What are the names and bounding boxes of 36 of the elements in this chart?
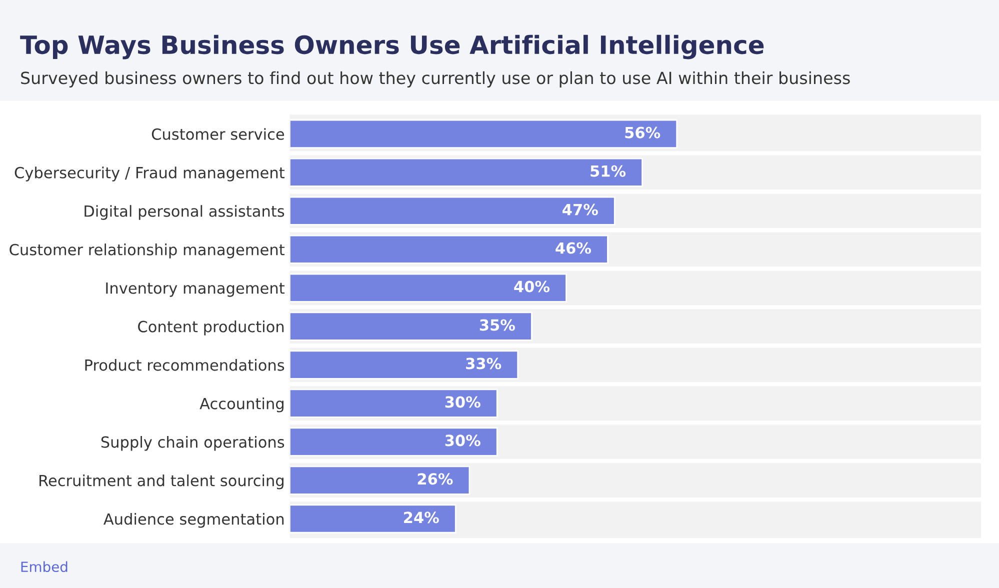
y-tick-label: Product recommendations <box>85 359 284 371</box>
bar <box>290 427 498 456</box>
y-tick-label: Customer service <box>152 128 284 140</box>
y-tick-label: Customer relationship management <box>10 244 284 258</box>
bar <box>290 388 498 418</box>
data-label: 30% <box>445 434 480 446</box>
y-tick-label: Digital personal assistants <box>84 205 284 220</box>
bar <box>290 158 643 187</box>
bar <box>290 466 470 495</box>
y-tick-label: Recruitment and talent sourcing <box>40 474 284 490</box>
data-label: 56% <box>625 126 660 138</box>
y-tick-label: Accounting <box>200 398 284 412</box>
y-tick-label: Supply chain operations <box>101 436 284 451</box>
chart-title: Top Ways Business Owners Use Artificial Intelligence <box>20 34 764 60</box>
bar <box>290 196 616 226</box>
bar <box>290 119 678 148</box>
text: Embed <box>21 561 68 572</box>
y-tick-label: Content production <box>138 320 284 336</box>
bar <box>290 273 567 302</box>
data-label: 26% <box>418 473 453 485</box>
data-label: 47% <box>562 204 598 216</box>
data-label: 40% <box>514 280 550 292</box>
data-label: 24% <box>404 512 439 524</box>
bar <box>290 312 532 341</box>
y-tick-label: Audience segmentation <box>104 512 284 528</box>
data-label: 30% <box>445 396 480 408</box>
bar <box>290 234 608 264</box>
bar <box>290 350 519 380</box>
data-label: 46% <box>556 242 592 254</box>
bar <box>290 504 456 534</box>
chart-subtitle: Surveyed business owners to find out how they currently use or plan to use AI within their business <box>21 71 850 88</box>
data-label: 33% <box>466 358 502 370</box>
y-tick-label: Cybersecurity / Fraud management <box>14 166 284 182</box>
data-label: 35% <box>480 319 515 331</box>
data-label: 51% <box>590 165 626 177</box>
y-tick-label: Inventory management <box>106 282 284 297</box>
